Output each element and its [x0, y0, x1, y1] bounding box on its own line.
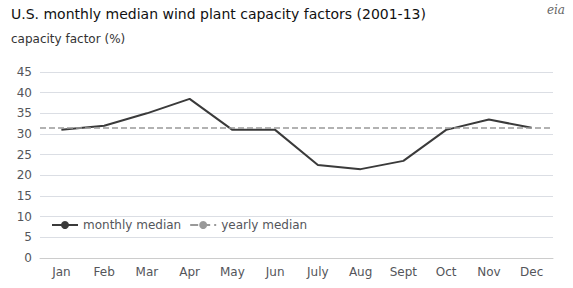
svg-text:capacity factor (%): capacity factor (%): [11, 32, 125, 46]
svg-text:30: 30: [17, 127, 32, 141]
svg-text:yearly median: yearly median: [221, 218, 307, 232]
svg-text:Aug: Aug: [349, 265, 372, 279]
svg-text:20: 20: [17, 168, 32, 182]
svg-text:Jan: Jan: [51, 265, 71, 279]
svg-text:5: 5: [24, 230, 32, 244]
svg-text:35: 35: [17, 106, 32, 120]
svg-text:Oct: Oct: [436, 265, 457, 279]
svg-text:Nov: Nov: [477, 265, 500, 279]
svg-text:Sept: Sept: [390, 265, 418, 279]
svg-text:40: 40: [17, 86, 32, 100]
svg-text:Feb: Feb: [94, 265, 115, 279]
svg-text:Dec: Dec: [520, 265, 543, 279]
svg-text:July: July: [306, 265, 329, 279]
svg-text:May: May: [220, 265, 245, 279]
svg-text:15: 15: [17, 189, 32, 203]
svg-text:monthly median: monthly median: [83, 218, 181, 232]
svg-text:10: 10: [17, 210, 32, 224]
svg-text:0: 0: [24, 251, 32, 265]
svg-text:Apr: Apr: [179, 265, 200, 279]
svg-text:eia: eia: [547, 3, 565, 17]
svg-text:45: 45: [17, 65, 32, 79]
svg-text:25: 25: [17, 148, 32, 162]
svg-text:U.S. monthly median wind plant: U.S. monthly median wind plant capacity …: [11, 6, 426, 22]
svg-text:Jun: Jun: [265, 265, 285, 279]
svg-text:Mar: Mar: [136, 265, 159, 279]
